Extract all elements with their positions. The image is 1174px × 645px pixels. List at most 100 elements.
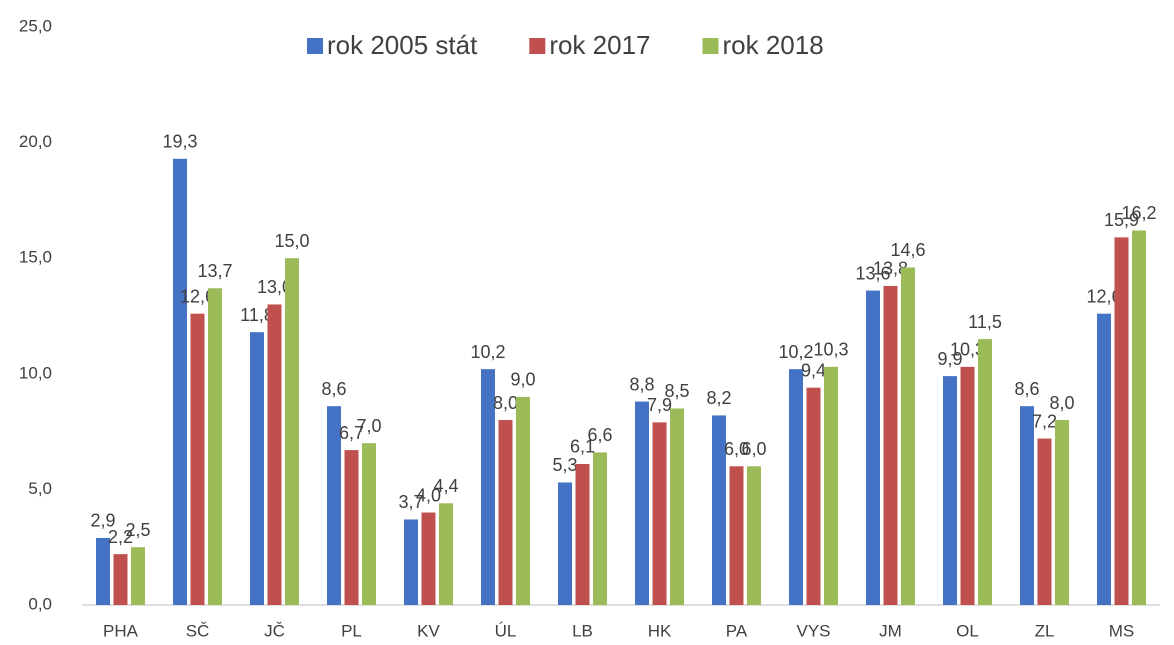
x-tick-label: VYS bbox=[796, 621, 830, 640]
bar bbox=[96, 537, 110, 605]
x-tick-label: ÚL bbox=[495, 621, 517, 640]
y-tick-label: 20,0 bbox=[19, 132, 52, 151]
data-label: 15,0 bbox=[274, 231, 309, 251]
bar bbox=[481, 369, 495, 605]
data-label: 2,2 bbox=[108, 527, 133, 547]
y-tick-label: 5,0 bbox=[28, 479, 52, 498]
data-label: 19,3 bbox=[162, 132, 197, 152]
data-label: 12,6 bbox=[180, 286, 215, 306]
bar bbox=[1132, 230, 1146, 605]
bar bbox=[285, 258, 299, 605]
bar bbox=[670, 408, 684, 605]
bar bbox=[131, 547, 145, 605]
bar bbox=[1037, 438, 1052, 605]
x-tick-label: PHA bbox=[103, 621, 139, 640]
bar bbox=[404, 519, 418, 605]
data-label: 10,3 bbox=[950, 340, 985, 360]
bar bbox=[250, 332, 264, 605]
x-tick-label: OL bbox=[956, 621, 979, 640]
legend-label: rok 2017 bbox=[549, 30, 650, 60]
x-tick-label: JM bbox=[879, 621, 902, 640]
data-label: 12,6 bbox=[1086, 286, 1121, 306]
data-label: 13,0 bbox=[257, 277, 292, 297]
x-tick-label: JČ bbox=[264, 621, 285, 640]
data-label: 2,9 bbox=[90, 511, 115, 531]
data-label: 8,5 bbox=[664, 381, 689, 401]
x-tick-label: KV bbox=[417, 621, 440, 640]
bar bbox=[208, 288, 222, 605]
bar bbox=[866, 290, 880, 605]
bar bbox=[960, 366, 975, 605]
bar bbox=[806, 387, 821, 605]
x-tick-label: PA bbox=[726, 621, 748, 640]
data-label: 8,6 bbox=[1014, 379, 1039, 399]
bar bbox=[978, 339, 992, 605]
bar bbox=[943, 376, 957, 605]
bar bbox=[901, 267, 915, 605]
data-label: 15,9 bbox=[1104, 210, 1139, 230]
data-label: 8,0 bbox=[1049, 393, 1074, 413]
data-label: 13,6 bbox=[855, 263, 890, 283]
bar bbox=[652, 422, 667, 605]
data-label: 13,7 bbox=[197, 261, 232, 281]
x-tick-label: MS bbox=[1109, 621, 1135, 640]
bar bbox=[173, 158, 187, 605]
x-tick-label: ZL bbox=[1035, 621, 1055, 640]
bar bbox=[1055, 420, 1069, 605]
data-label: 4,4 bbox=[433, 476, 458, 496]
bar bbox=[362, 443, 376, 605]
bar bbox=[421, 512, 436, 605]
data-label: 8,2 bbox=[706, 388, 731, 408]
data-label: 7,2 bbox=[1032, 411, 1057, 431]
bar bbox=[1097, 313, 1111, 605]
y-tick-label: 0,0 bbox=[28, 594, 52, 613]
y-tick-label: 15,0 bbox=[19, 248, 52, 267]
data-label: 5,3 bbox=[552, 455, 577, 475]
bar bbox=[1020, 406, 1034, 605]
bar bbox=[558, 482, 572, 605]
data-label: 6,6 bbox=[587, 425, 612, 445]
data-label: 6,0 bbox=[724, 439, 749, 459]
data-label: 8,8 bbox=[629, 374, 654, 394]
data-label: 10,3 bbox=[813, 340, 848, 360]
data-label: 10,2 bbox=[778, 342, 813, 362]
bar bbox=[712, 415, 726, 605]
data-label: 7,0 bbox=[356, 416, 381, 436]
bar bbox=[729, 466, 744, 605]
bar bbox=[1114, 237, 1129, 605]
bar bbox=[747, 466, 761, 605]
bar bbox=[635, 401, 649, 605]
bar bbox=[327, 406, 341, 605]
x-tick-label: PL bbox=[341, 621, 362, 640]
bar bbox=[789, 369, 803, 605]
data-label: 6,0 bbox=[741, 439, 766, 459]
y-tick-label: 10,0 bbox=[19, 363, 52, 382]
data-label: 2,5 bbox=[125, 520, 150, 540]
data-label: 13,8 bbox=[873, 259, 908, 279]
bar bbox=[516, 396, 530, 605]
legend-swatch bbox=[702, 38, 719, 54]
data-label: 7,9 bbox=[647, 395, 672, 415]
legend-swatch bbox=[529, 38, 546, 54]
data-label: 11,5 bbox=[968, 312, 1002, 332]
data-label: 6,1 bbox=[570, 437, 595, 457]
data-label: 8,6 bbox=[321, 379, 346, 399]
data-label: 14,6 bbox=[890, 240, 925, 260]
legend-label: rok 2005 stát bbox=[327, 30, 478, 60]
bar bbox=[190, 313, 205, 605]
bar bbox=[883, 285, 898, 605]
data-label: 9,9 bbox=[937, 349, 962, 369]
data-label: 10,2 bbox=[470, 342, 505, 362]
bar bbox=[267, 304, 282, 605]
bar bbox=[439, 503, 453, 605]
data-label: 9,4 bbox=[801, 360, 826, 380]
bar bbox=[113, 554, 128, 605]
bar bbox=[498, 420, 513, 605]
legend-swatch bbox=[307, 38, 323, 54]
data-label: 4,0 bbox=[416, 485, 441, 505]
y-tick-label: 25,0 bbox=[19, 16, 52, 35]
data-label: 11,8 bbox=[240, 305, 274, 325]
bar bbox=[575, 463, 590, 605]
bar bbox=[344, 450, 359, 605]
